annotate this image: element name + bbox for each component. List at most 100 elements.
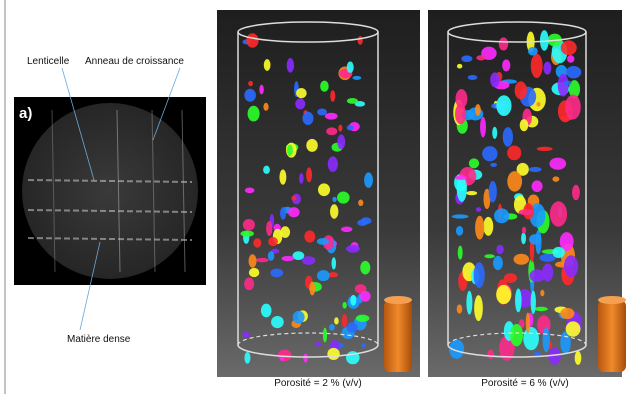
pore [244,89,256,102]
pore [457,64,462,69]
pore [342,314,347,328]
pore [455,104,466,124]
pore [515,288,522,312]
pore [304,230,315,242]
pore [357,220,367,226]
pore [507,145,521,160]
pore [521,232,526,244]
pore [326,127,337,135]
pore [347,322,358,333]
pore [457,304,463,313]
pore [263,103,268,111]
caption: Porosité = 2 % (v/v) [274,378,362,389]
pore [268,251,274,260]
pore [302,256,315,265]
pore [271,316,284,328]
caption: Porosité = 6 % (v/v) [481,378,569,389]
pore [550,201,567,226]
pore [280,207,286,220]
pore [520,119,529,131]
pore [358,36,363,45]
pore [280,226,290,238]
pore [476,55,486,60]
ct-slice [22,103,198,279]
pore [452,214,469,218]
pore [523,327,539,350]
pore [299,173,303,184]
pore [468,75,478,80]
annotation: Anneau de croissance [85,56,184,67]
pore [502,59,510,71]
pore [565,95,581,120]
pore [244,352,250,364]
pore [360,291,371,302]
pore [563,81,572,85]
pore [346,245,360,253]
pore [342,302,346,309]
pore [282,256,295,261]
pore [534,352,541,356]
pore [303,354,308,363]
pore [475,216,484,240]
pore [469,158,479,168]
pore [483,217,493,236]
pore [253,238,261,247]
pore [566,321,581,336]
render-panel [217,10,420,377]
figure: a) Lenticelle Anneau de croissance Matiè… [0,0,632,394]
pore [360,261,370,275]
pore [244,277,254,290]
pore [542,264,553,282]
pore [287,144,293,156]
pore [531,290,536,314]
pore [474,295,483,321]
pore [507,171,522,191]
pore [503,127,513,147]
pore [561,40,577,55]
pore [317,108,327,115]
sample-core-top [598,296,626,304]
pore [534,307,547,311]
pore [361,343,366,348]
pore [347,98,358,104]
pore [323,328,327,343]
sample-core [384,300,412,372]
pore [291,196,296,201]
pore [293,251,305,260]
annotation: Matière dense [67,334,131,345]
pore [249,254,257,268]
pore [302,112,313,125]
pore [543,327,550,352]
pore [526,312,530,332]
pore [327,348,339,360]
sample-core-top [384,296,412,304]
pore [248,106,260,122]
pore [466,291,472,315]
pore [564,255,578,277]
pore [572,185,580,201]
pore [330,90,335,102]
pore [245,187,255,193]
pore [332,197,336,202]
pore [496,245,503,254]
pore [356,315,370,322]
pore [337,134,345,149]
pore [494,208,509,223]
pore [456,226,463,236]
pore [246,33,258,47]
pore [560,308,574,319]
pore [248,81,253,86]
pore [475,104,481,116]
pore [279,169,286,184]
pore [461,55,472,62]
pore [476,207,481,212]
pore [489,181,497,202]
pore [332,257,337,269]
pore [328,156,338,172]
render-panel [428,10,626,377]
pore [352,76,361,80]
pore [296,88,307,98]
pore [259,85,264,95]
annotation: Lenticelle [27,56,70,67]
pore [320,81,329,92]
